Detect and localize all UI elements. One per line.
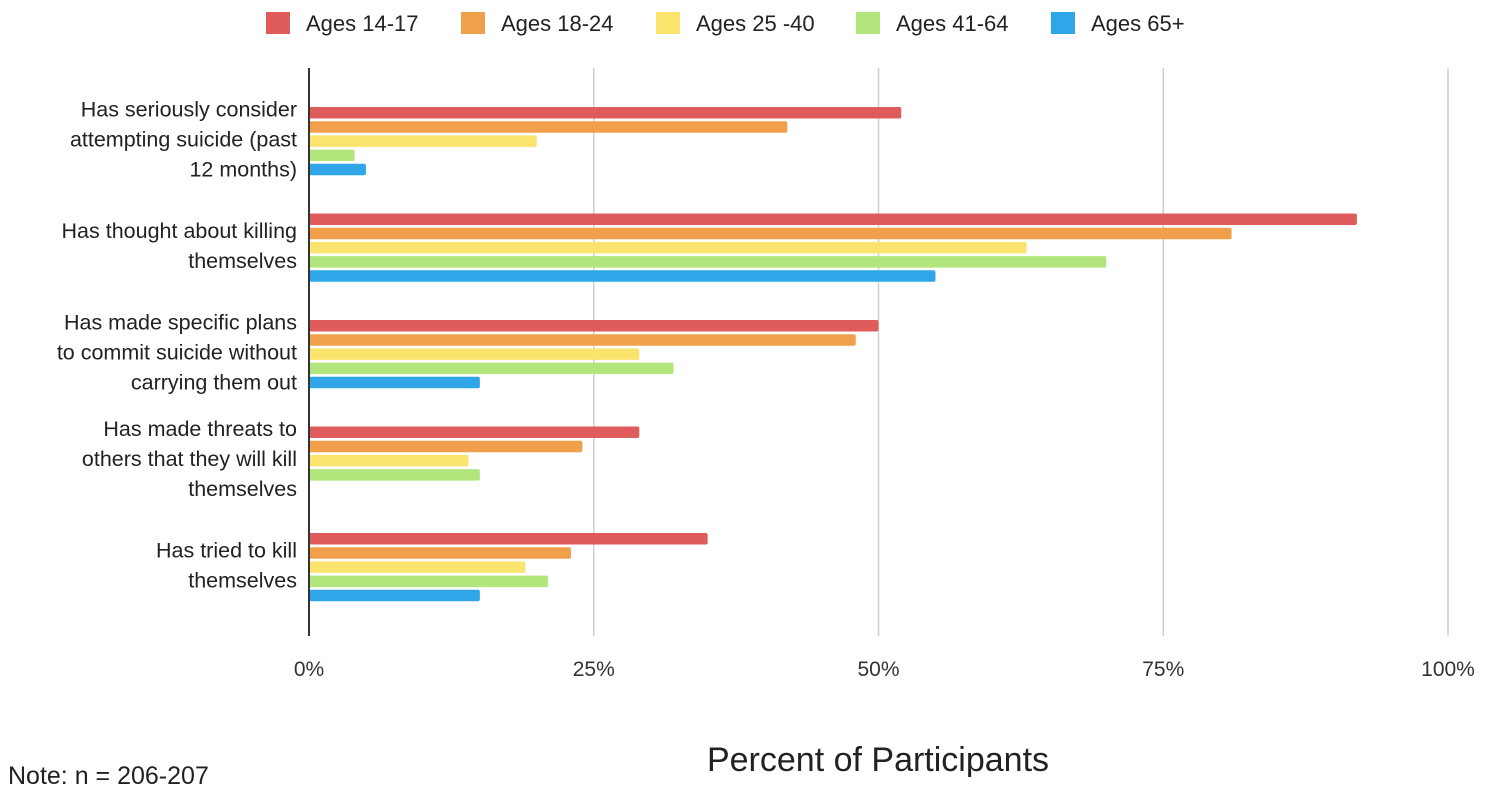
bar <box>309 575 549 588</box>
legend-label: Ages 65+ <box>1091 11 1185 36</box>
bar <box>309 454 469 467</box>
bar <box>309 320 879 332</box>
legend-swatch <box>266 12 290 34</box>
legend-item: Ages 41-64 <box>856 11 1009 36</box>
category-label: Has tried to kill themselves <box>156 539 297 593</box>
bar <box>309 163 366 176</box>
bar <box>309 256 1107 268</box>
bar <box>309 241 1027 254</box>
legend-label: Ages 41-64 <box>896 11 1009 36</box>
gridlines <box>593 68 1449 636</box>
bar <box>309 348 640 360</box>
bar <box>309 469 480 481</box>
bar <box>309 213 1357 225</box>
bar <box>309 227 1232 240</box>
legend: Ages 14-17 Ages 18-24 Ages 25 -40 Ages 41-6… <box>266 11 1185 36</box>
category-label: Has made threats to others that they will… <box>82 417 297 501</box>
legend-item: Ages 65+ <box>1051 11 1185 36</box>
bars <box>309 107 1357 602</box>
bar <box>309 149 355 162</box>
legend-label: Ages 25 -40 <box>696 11 815 36</box>
legend-swatch <box>856 12 880 34</box>
x-tick-label: 0% <box>294 658 324 681</box>
bar <box>309 135 537 147</box>
legend-item: Ages 14-17 <box>266 11 419 36</box>
bar <box>309 547 571 559</box>
legend-label: Ages 14-17 <box>306 11 419 36</box>
category-label: Has made specific plans to commit suicide… <box>57 311 297 395</box>
legend-item: Ages 25 -40 <box>656 11 815 36</box>
legend-swatch <box>1051 12 1075 34</box>
bar <box>309 376 480 389</box>
bar <box>309 426 640 438</box>
category-label: Has thought about killing themselves <box>62 219 297 273</box>
legend-swatch <box>656 12 680 34</box>
legend-label: Ages 18-24 <box>501 11 614 36</box>
x-axis-title: Percent of Participants <box>707 741 1049 777</box>
legend-swatch <box>461 12 485 34</box>
bar <box>309 107 902 119</box>
bar <box>309 362 674 375</box>
bar <box>309 440 583 453</box>
category-label: Has seriously consider attempting suicide… <box>70 98 297 182</box>
bar <box>309 533 708 545</box>
legend-item: Ages 18-24 <box>461 11 614 36</box>
x-tick-label: 50% <box>857 658 899 681</box>
x-tick-label: 75% <box>1142 658 1184 681</box>
bar <box>309 334 856 346</box>
axes: 0% 25% 50% 75% 100% <box>294 68 1475 681</box>
x-tick-label: 25% <box>573 658 615 681</box>
category-labels: Has seriously consider attempting suicide… <box>57 98 297 593</box>
bar <box>309 561 526 573</box>
bar <box>309 121 788 133</box>
bar <box>309 270 936 282</box>
bar <box>309 589 480 602</box>
x-tick-label: 100% <box>1421 658 1475 681</box>
